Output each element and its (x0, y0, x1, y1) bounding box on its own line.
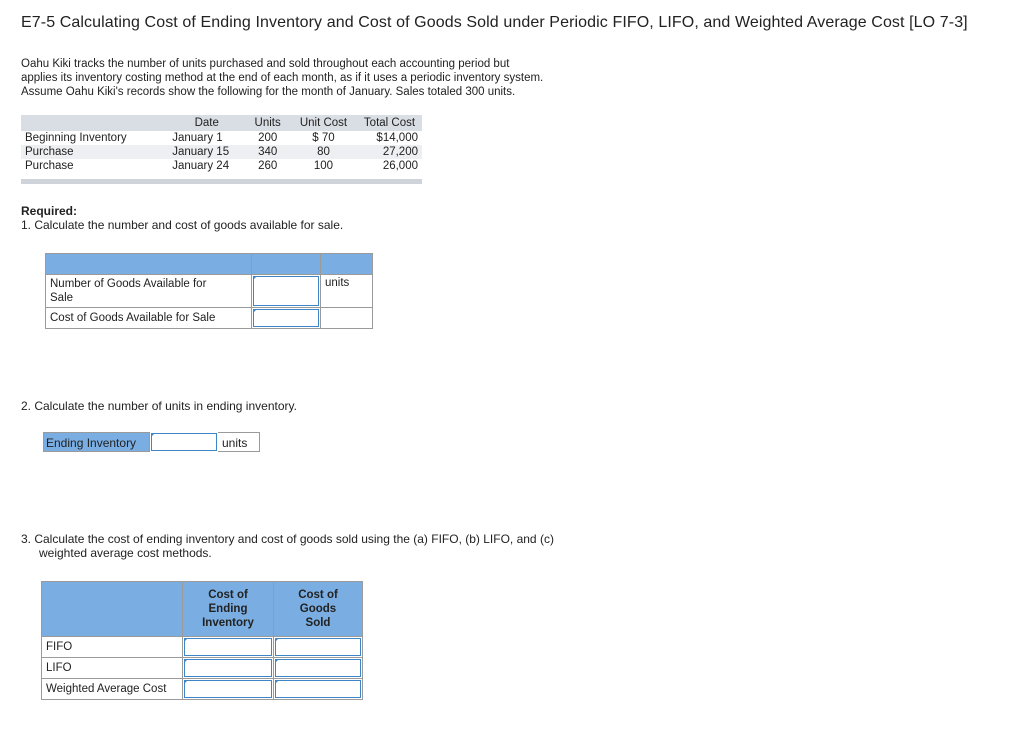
header-cell (45, 253, 252, 275)
row-label: Purchase (21, 145, 169, 159)
input-marker-icon (253, 276, 257, 280)
table-row: Purchase January 24 260 100 26,000 (21, 159, 422, 173)
fifo-cogs-input[interactable] (273, 636, 363, 658)
goods-available-cost-label: Cost of Goods Available for Sale (45, 307, 252, 329)
header-cell (251, 253, 321, 275)
header-units: Units (245, 115, 290, 131)
col-header-line: Goods (299, 603, 337, 615)
row-unit-cost: 100 (289, 159, 357, 173)
col-header-line: Cost of (298, 589, 338, 601)
col-header-line: Ending (208, 603, 248, 615)
costing-methods-table: Cost of Ending Inventory Cost of Goods S… (41, 581, 363, 700)
units-label: units (218, 432, 260, 452)
goods-available-number-input[interactable] (251, 274, 321, 308)
col-header-line: Cost of (208, 589, 248, 601)
header-unit-cost: Unit Cost (289, 115, 357, 131)
lifo-ending-inventory-input[interactable] (182, 657, 274, 679)
fifo-ending-inventory-input[interactable] (182, 636, 274, 658)
row-label-lifo: LIFO (41, 657, 183, 679)
input-marker-icon (184, 680, 188, 684)
row-total-cost: $14,000 (356, 131, 422, 145)
col-cost-goods-sold: Cost of Goods Sold (273, 581, 363, 637)
goods-available-cost-input[interactable] (251, 307, 321, 329)
row-units: 200 (245, 131, 290, 145)
purchases-table: Date Units Unit Cost Total Cost Beginnin… (21, 115, 422, 184)
input-marker-icon (275, 680, 279, 684)
row-total-cost: 27,200 (356, 145, 422, 159)
input-box[interactable] (275, 659, 361, 677)
label-line: Number of Goods Available for (50, 278, 207, 290)
row-label-weighted-average: Weighted Average Cost (41, 678, 183, 700)
row-date: January 24 (168, 159, 246, 173)
input-box[interactable] (184, 659, 272, 677)
purchases-header-row: Date Units Unit Cost Total Cost (21, 115, 422, 131)
input-box[interactable] (253, 309, 319, 327)
question-3: 3. Calculate the cost of ending inventor… (21, 532, 621, 560)
header-cell (320, 253, 373, 275)
header-label (21, 115, 169, 131)
empty-cell (320, 307, 373, 329)
header-cell (41, 581, 183, 637)
row-total-cost: 26,000 (356, 159, 422, 173)
row-unit-cost: 80 (289, 145, 357, 159)
question-2: 2. Calculate the number of units in endi… (21, 399, 297, 413)
input-box[interactable] (275, 638, 361, 656)
row-date: January 1 (168, 131, 246, 145)
question-1: 1. Calculate the number and cost of good… (21, 218, 344, 232)
wac-ending-inventory-input[interactable] (182, 678, 274, 700)
required-section: Required: 1. Calculate the number and co… (21, 204, 343, 232)
row-date: January 15 (168, 145, 246, 159)
goods-available-table: Number of Goods Available for Sale units… (45, 253, 373, 329)
row-label-fifo: FIFO (41, 636, 183, 658)
intro-line: applies its inventory costing method at … (21, 72, 544, 84)
units-label: units (320, 274, 373, 308)
ending-inventory-label: Ending Inventory (43, 432, 150, 452)
input-box[interactable] (184, 638, 272, 656)
table-row: Beginning Inventory January 1 200 $ 70 $… (21, 131, 422, 145)
intro-line: Oahu Kiki tracks the number of units pur… (21, 58, 510, 70)
question-line: weighted average cost methods. (39, 546, 212, 560)
input-box[interactable] (184, 680, 272, 698)
input-marker-icon (275, 638, 279, 642)
header-date: Date (168, 115, 246, 131)
question-line: 3. Calculate the cost of ending inventor… (21, 532, 554, 546)
intro-text: Oahu Kiki tracks the number of units pur… (21, 57, 621, 99)
required-heading: Required: (21, 204, 78, 218)
col-header-line: Sold (305, 617, 331, 629)
col-cost-ending-inventory: Cost of Ending Inventory (182, 581, 274, 637)
input-box[interactable] (151, 433, 217, 451)
ending-inventory-input[interactable] (150, 432, 218, 452)
row-label: Beginning Inventory (21, 131, 169, 145)
row-label: Purchase (21, 159, 169, 173)
page-title: E7-5 Calculating Cost of Ending Inventor… (21, 14, 968, 31)
wac-cogs-input[interactable] (273, 678, 363, 700)
lifo-cogs-input[interactable] (273, 657, 363, 679)
row-unit-cost: $ 70 (289, 131, 357, 145)
input-marker-icon (184, 659, 188, 663)
input-box[interactable] (253, 276, 319, 306)
intro-line: Assume Oahu Kiki's records show the foll… (21, 86, 516, 98)
col-header-line: Inventory (202, 617, 254, 629)
input-marker-icon (184, 638, 188, 642)
row-units: 340 (245, 145, 290, 159)
input-marker-icon (275, 659, 279, 663)
header-total-cost: Total Cost (356, 115, 422, 131)
input-marker-icon (253, 309, 257, 313)
table-divider (21, 179, 422, 184)
table-row: Purchase January 15 340 80 27,200 (21, 145, 422, 159)
input-box[interactable] (275, 680, 361, 698)
goods-available-number-label: Number of Goods Available for Sale (45, 274, 252, 308)
input-marker-icon (151, 433, 155, 437)
label-line: Sale (50, 292, 74, 304)
row-units: 260 (245, 159, 290, 173)
